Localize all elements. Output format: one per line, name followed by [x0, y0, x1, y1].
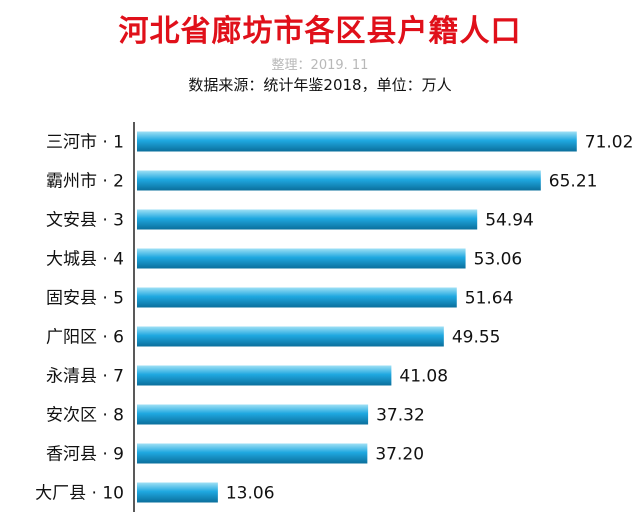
category-label: 广阳区 · 6 [46, 328, 124, 348]
value-label: 65.21 [549, 172, 598, 192]
value-label: 13.06 [226, 484, 275, 504]
bar [137, 131, 577, 152]
value-label: 54.94 [485, 211, 534, 231]
category-label: 大城县 · 4 [46, 250, 124, 270]
bar [137, 365, 392, 386]
chart-title: 河北省廊坊市各区县户籍人口 [118, 14, 522, 49]
value-label: 37.32 [376, 406, 425, 426]
category-label: 文安县 · 3 [46, 211, 124, 231]
value-label: 49.55 [452, 328, 501, 348]
bar [137, 287, 457, 308]
bar [137, 248, 466, 269]
category-label: 安次区 · 8 [46, 406, 124, 426]
bar [137, 170, 541, 191]
bar [137, 209, 478, 230]
category-label: 永清县 · 7 [46, 367, 124, 387]
value-label: 71.02 [585, 133, 634, 153]
bars-group: 三河市 · 1 71.02 霸州市 · 2 65.21 文安县 · 3 54.94 大城县 … [35, 131, 634, 504]
value-label: 53.06 [474, 250, 523, 270]
bar [137, 443, 368, 464]
bar [137, 482, 218, 503]
value-label: 41.08 [399, 367, 448, 387]
value-label: 51.64 [465, 289, 514, 309]
category-label: 大厂县 · 10 [35, 484, 124, 504]
category-label: 固安县 · 5 [46, 289, 124, 309]
category-label: 香河县 · 9 [46, 445, 124, 465]
category-label: 霸州市 · 2 [46, 172, 124, 192]
bar [137, 404, 369, 425]
chart-source: 数据来源：统计年鉴2018，单位：万人 [188, 76, 452, 94]
bar [137, 326, 444, 347]
chart-credit: 整理：2019. 11 [271, 58, 369, 73]
category-label: 三河市 · 1 [46, 133, 124, 153]
value-label: 37.20 [375, 445, 424, 465]
